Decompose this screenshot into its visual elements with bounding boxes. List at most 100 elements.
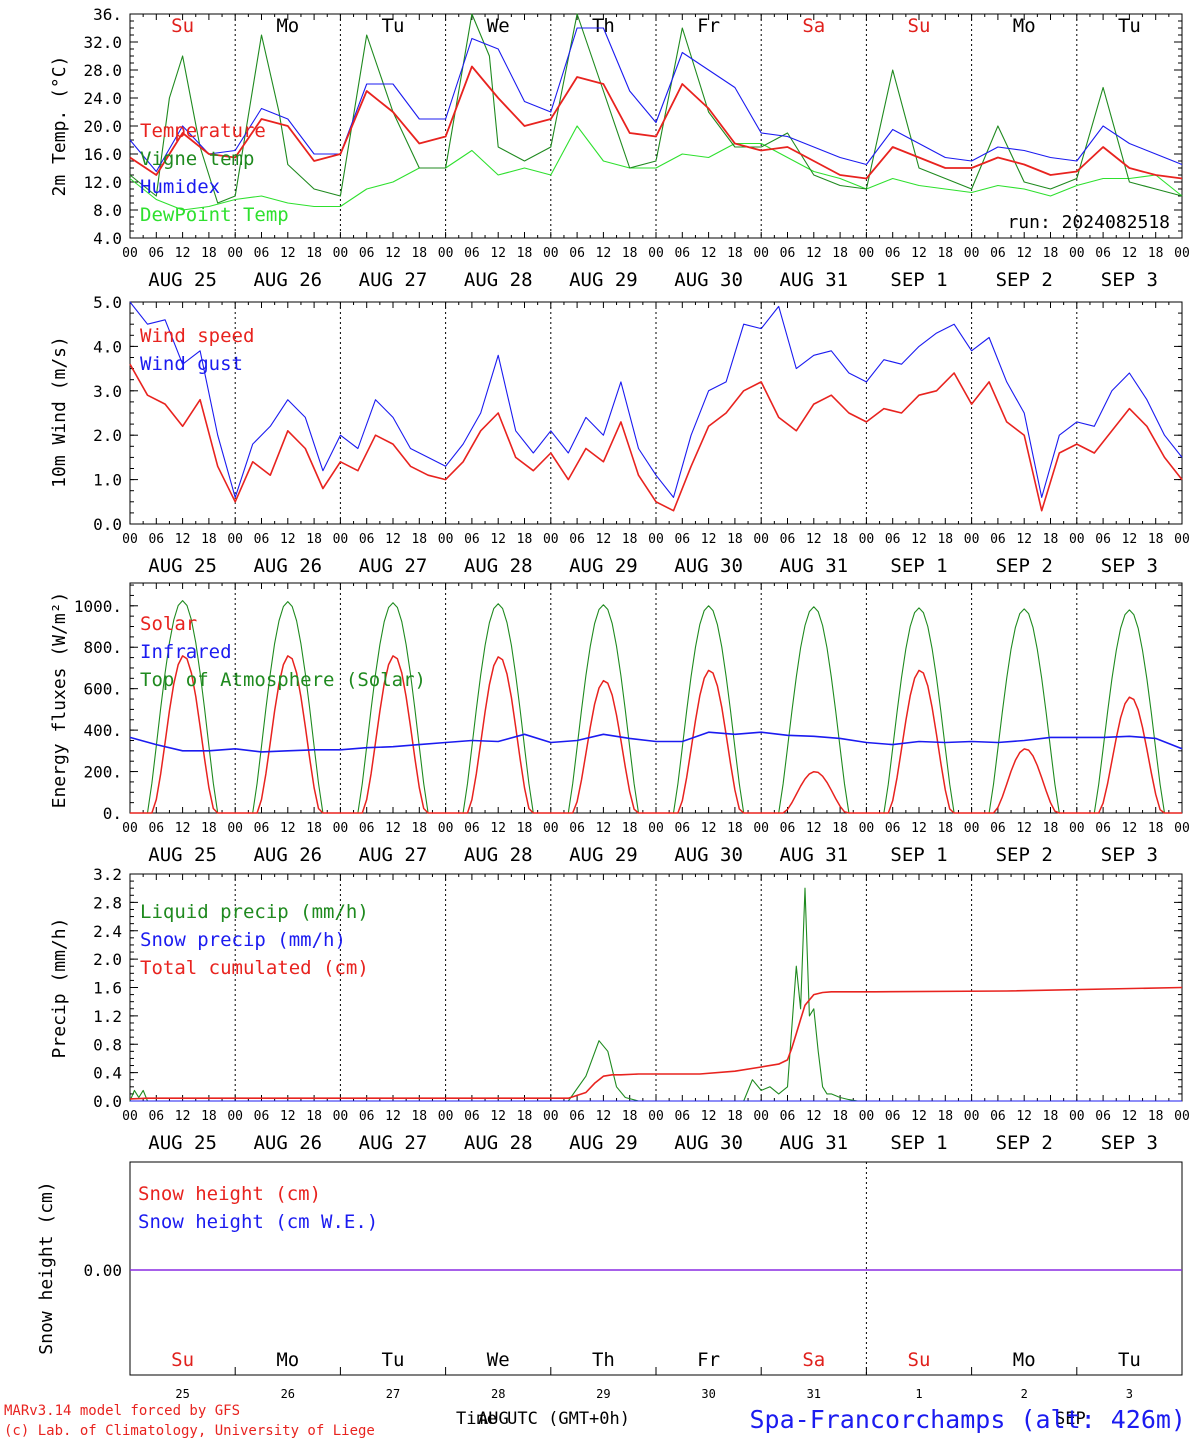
date-label: AUG 31 xyxy=(779,555,848,577)
hour-tick-label: 18 xyxy=(1043,246,1059,261)
hour-tick-label: 00 xyxy=(648,1109,664,1124)
weekday-label: Mo xyxy=(1013,1349,1036,1371)
hour-tick-label: 18 xyxy=(622,1109,638,1124)
hour-tick-label: 00 xyxy=(1174,532,1190,547)
y-tick-label: 3.0 xyxy=(93,382,122,401)
date-label: SEP 3 xyxy=(1101,555,1158,577)
y-tick-label: 28.0 xyxy=(83,61,122,80)
weekday-label: Mo xyxy=(1013,15,1036,37)
y-tick-label: 0. xyxy=(103,804,122,823)
hour-tick-label: 06 xyxy=(569,246,585,261)
hour-tick-label: 00 xyxy=(543,246,559,261)
hour-tick-label: 12 xyxy=(911,532,927,547)
hour-tick-label: 00 xyxy=(859,246,875,261)
legend-entry: Wind speed xyxy=(140,325,254,347)
month-overlap-right: SEP xyxy=(1055,1409,1086,1429)
series-line xyxy=(130,600,1182,814)
hour-tick-label: 00 xyxy=(438,532,454,547)
date-label: SEP 1 xyxy=(890,1132,947,1154)
legend-entry: Infrared xyxy=(140,641,232,663)
date-label: AUG 29 xyxy=(569,844,638,866)
date-label: AUG 26 xyxy=(253,269,322,291)
hour-tick-label: 12 xyxy=(490,246,506,261)
date-label: AUG 29 xyxy=(569,1132,638,1154)
date-label: AUG 28 xyxy=(464,1132,533,1154)
hour-tick-label: 18 xyxy=(517,821,533,836)
hour-tick-label: 12 xyxy=(596,1109,612,1124)
legend-entry: Snow height (cm) xyxy=(138,1183,321,1205)
hour-tick-label: 18 xyxy=(306,532,322,547)
date-label: AUG 25 xyxy=(148,555,217,577)
y-tick-label: 200. xyxy=(83,763,122,782)
hour-tick-label: 00 xyxy=(648,532,664,547)
hour-tick-label: 18 xyxy=(411,246,427,261)
hour-tick-label: 00 xyxy=(438,246,454,261)
date-label: SEP 2 xyxy=(996,1132,1053,1154)
date-label: AUG 31 xyxy=(779,1132,848,1154)
hour-tick-label: 12 xyxy=(596,821,612,836)
hour-tick-label: 06 xyxy=(569,532,585,547)
hour-tick-label: 12 xyxy=(701,821,717,836)
weekday-label: Fr xyxy=(697,1349,720,1371)
hour-tick-label: 06 xyxy=(254,821,270,836)
hour-tick-label: 12 xyxy=(280,821,296,836)
hour-tick-label: 00 xyxy=(964,532,980,547)
legend-entry: DewPoint Temp xyxy=(140,204,289,226)
legend-entry: Snow height (cm W.E.) xyxy=(138,1211,378,1233)
hour-tick-label: 06 xyxy=(464,246,480,261)
hour-tick-label: 06 xyxy=(1095,821,1111,836)
hour-tick-label: 18 xyxy=(1148,532,1164,547)
hour-tick-label: 00 xyxy=(1174,821,1190,836)
hour-tick-label: 18 xyxy=(727,821,743,836)
date-label: AUG 27 xyxy=(359,555,428,577)
hour-tick-label: 06 xyxy=(990,246,1006,261)
hour-tick-label: 12 xyxy=(596,532,612,547)
hour-tick-label: 18 xyxy=(832,246,848,261)
hour-tick-label: 06 xyxy=(148,532,164,547)
date-label: SEP 1 xyxy=(890,844,947,866)
hour-tick-label: 18 xyxy=(727,1109,743,1124)
weekday-label: Th xyxy=(592,15,615,37)
hour-tick-label: 18 xyxy=(622,246,638,261)
hour-tick-label: 12 xyxy=(806,1109,822,1124)
hour-tick-label: 06 xyxy=(674,246,690,261)
hour-tick-label: 06 xyxy=(1095,532,1111,547)
hour-tick-label: 12 xyxy=(911,246,927,261)
legend-entry: Top of Atmosphere (Solar) xyxy=(140,669,426,691)
weekday-label: Sa xyxy=(802,15,825,37)
weekday-label: Tu xyxy=(382,15,405,37)
y-tick-label: 5.0 xyxy=(93,293,122,312)
hour-tick-label: 06 xyxy=(254,246,270,261)
legend-entry: Total cumulated (cm) xyxy=(140,957,369,979)
hour-tick-label: 12 xyxy=(280,1109,296,1124)
hour-tick-label: 18 xyxy=(517,246,533,261)
hour-tick-label: 06 xyxy=(885,246,901,261)
y-tick-label: 3.2 xyxy=(93,865,122,884)
hour-tick-label: 12 xyxy=(596,246,612,261)
hour-tick-label: 06 xyxy=(464,821,480,836)
y-tick-label: 36. xyxy=(93,5,122,24)
hour-tick-label: 00 xyxy=(753,821,769,836)
hour-tick-label: 06 xyxy=(1095,1109,1111,1124)
hour-tick-label: 12 xyxy=(911,821,927,836)
date-label: AUG 30 xyxy=(674,269,743,291)
chart-panels: 36.32.028.024.020.016.012.08.04.02m Temp… xyxy=(36,5,1190,1401)
hour-tick-label: 18 xyxy=(306,1109,322,1124)
hour-tick-label: 12 xyxy=(911,1109,927,1124)
y-tick-label: 4.0 xyxy=(93,229,122,248)
weekday-label: Fr xyxy=(697,15,720,37)
hour-tick-label: 12 xyxy=(701,532,717,547)
weekday-label: Tu xyxy=(1118,1349,1141,1371)
hour-tick-label: 06 xyxy=(569,821,585,836)
hour-tick-label: 18 xyxy=(201,1109,217,1124)
hour-tick-label: 06 xyxy=(148,1109,164,1124)
y-tick-label: 400. xyxy=(83,721,122,740)
hour-tick-label: 12 xyxy=(490,1109,506,1124)
date-label: AUG 28 xyxy=(464,844,533,866)
hour-tick-label: 00 xyxy=(1174,246,1190,261)
hour-tick-label: 06 xyxy=(148,246,164,261)
weekday-label: Th xyxy=(592,1349,615,1371)
hour-tick-label: 12 xyxy=(175,1109,191,1124)
y-tick-label: 12.0 xyxy=(83,173,122,192)
date-label: AUG 25 xyxy=(148,844,217,866)
